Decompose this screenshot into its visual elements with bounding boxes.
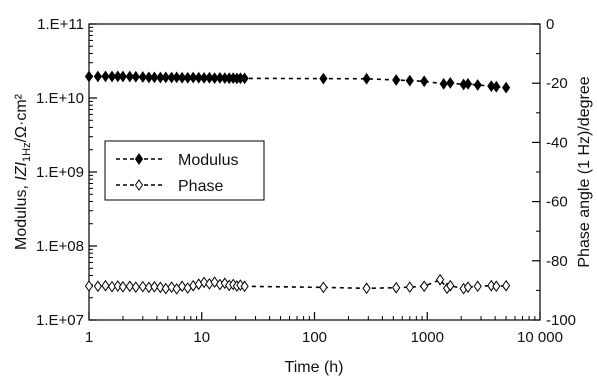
modulus-point [392, 74, 401, 86]
modulus-point [439, 78, 448, 90]
x-tick-label: 10 [193, 329, 210, 346]
modulus-point [118, 71, 127, 82]
phase-point [85, 280, 93, 292]
phase-point [319, 281, 328, 293]
phase-point [118, 281, 127, 293]
modulus-point [362, 73, 371, 85]
legend-modulus-label: Modulus [178, 152, 238, 169]
phase-point [405, 281, 414, 293]
series-phase [85, 274, 511, 295]
y-right-tick-label: -40 [546, 134, 568, 151]
modulus-point [319, 73, 328, 85]
phase-point [420, 280, 429, 292]
modulus-point [405, 75, 414, 87]
legend: Modulus Phase [104, 140, 265, 201]
x-tick-label: 1000 [411, 329, 444, 346]
y-right-tick-label: -20 [546, 75, 568, 92]
phase-point [131, 281, 140, 293]
y-right-tick-label: 0 [546, 16, 554, 33]
phase-point [194, 278, 203, 290]
y-left-tick-label: 1.E+07 [36, 312, 84, 329]
x-tick-label: 100 [302, 329, 327, 346]
x-axis-label: Time (h) [285, 359, 344, 376]
phase-point [473, 280, 482, 292]
phase-point [138, 281, 147, 293]
y-left-tick-label: 1.E+08 [36, 238, 84, 255]
y-right-tick-label: -80 [546, 253, 568, 270]
phase-point [492, 280, 501, 292]
right-y-axis-label: Phase angle (1 Hz)/degree [576, 76, 593, 267]
phase-point [502, 280, 511, 292]
x-tick-label: 10 000 [517, 329, 563, 346]
left-y-axis-ticks: 1.E+07 1.E+08 1.E+09 1.E+10 1.E+11 [36, 16, 97, 329]
legend-box [104, 140, 265, 201]
phase-point [392, 282, 401, 294]
phase-point [362, 282, 371, 294]
left-y-axis-label: Modulus, IZI1Hz/Ω·cm² [13, 93, 33, 250]
y-right-tick-label: -60 [546, 194, 568, 211]
modulus-point [131, 71, 140, 83]
phase-point [161, 283, 170, 295]
right-y-axis-ticks: 0 -20 -40 -60 -80 -100 [532, 16, 576, 329]
y-right-tick-label: -100 [546, 312, 576, 329]
modulus-point [420, 75, 429, 87]
legend-phase-label: Phase [178, 178, 223, 195]
x-tick-label: 1 [85, 329, 93, 346]
series-modulus [85, 70, 511, 94]
phase-point [93, 280, 102, 292]
modulus-point [85, 71, 93, 82]
modulus-point [502, 82, 511, 94]
y-left-tick-label: 1.E+09 [36, 164, 84, 181]
x-axis-ticks: 1 10 100 1000 10 000 [85, 312, 563, 346]
modulus-point [492, 81, 501, 93]
series-layer [85, 70, 511, 295]
modulus-point [473, 79, 482, 91]
modulus-point [93, 71, 102, 82]
y-left-tick-label: 1.E+10 [36, 90, 84, 107]
modulus-point [446, 77, 455, 89]
y-left-tick-label: 1.E+11 [37, 16, 84, 33]
modulus-point [101, 70, 110, 82]
phase-point [101, 280, 110, 292]
